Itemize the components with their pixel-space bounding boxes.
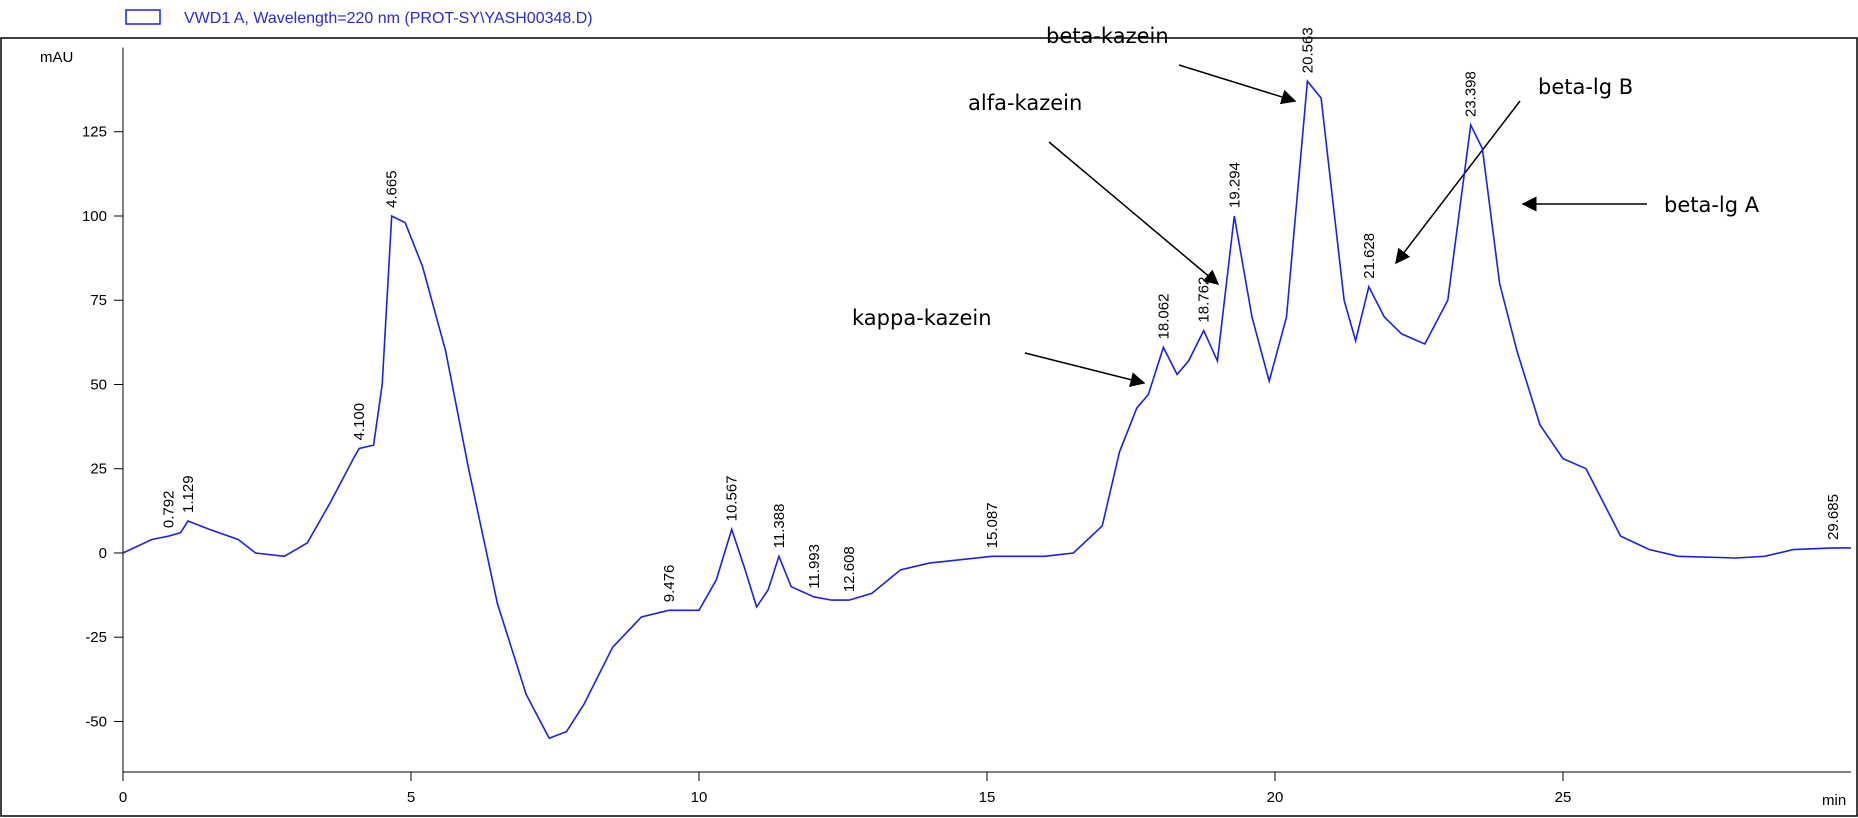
peak-label: 20.563 — [1299, 27, 1316, 73]
annotation: beta-lg A — [1664, 193, 1760, 217]
y-tick-label: 25 — [90, 461, 107, 478]
y-tick-label: 75 — [90, 292, 107, 309]
frame — [0, 37, 1858, 817]
y-tick-label: 100 — [82, 208, 107, 225]
peak-label: 0.792 — [161, 491, 178, 529]
y-tick-label: -50 — [85, 713, 107, 730]
y-axis-label: mAU — [40, 49, 73, 66]
peak-label: 23.398 — [1463, 71, 1480, 117]
peak-label: 21.628 — [1361, 233, 1378, 279]
arrow — [1024, 352, 1146, 387]
peak-label: 11.993 — [806, 544, 823, 589]
x-tick-label: 15 — [979, 789, 996, 806]
arrow — [1395, 100, 1521, 265]
peak-label: 10.567 — [724, 475, 741, 521]
peak-label: 4.665 — [384, 170, 401, 208]
peak-label: 18.062 — [1155, 294, 1172, 340]
y-tick-label: 0 — [99, 545, 107, 562]
peak-label: 1.129 — [180, 475, 197, 513]
peak-label: 4.100 — [351, 403, 368, 441]
x-axis-label: min — [1822, 792, 1846, 809]
legend-text: VWD1 A, Wavelength=220 nm (PROT-SY\YASH0… — [184, 10, 593, 27]
annotation: kappa-kazein — [852, 306, 992, 330]
peak-label: 19.294 — [1226, 162, 1243, 208]
annotation: beta-lg B — [1538, 75, 1633, 99]
peak-label: 9.476 — [661, 565, 678, 603]
y-tick-label: 50 — [90, 376, 107, 393]
arrow — [1178, 64, 1297, 105]
annotation: beta-kazein — [1046, 24, 1169, 48]
y-tick-label: -25 — [85, 629, 107, 646]
peak-label: 18.762 — [1196, 277, 1213, 323]
x-tick-label: 5 — [407, 789, 415, 806]
peak-label: 12.608 — [841, 546, 858, 592]
legend-swatch — [125, 9, 161, 25]
x-tick-label: 10 — [691, 789, 708, 806]
x-tick-label: 0 — [119, 789, 127, 806]
peak-label: 29.685 — [1825, 494, 1842, 540]
x-tick-label: 25 — [1555, 789, 1572, 806]
peak-label: 11.388 — [771, 504, 788, 549]
arrow — [1048, 141, 1220, 285]
annotation: alfa-kazein — [968, 91, 1082, 115]
y-tick-label: 125 — [82, 124, 107, 141]
x-tick-label: 20 — [1267, 789, 1284, 806]
trace — [122, 79, 1851, 740]
peak-label: 15.087 — [984, 502, 1001, 548]
